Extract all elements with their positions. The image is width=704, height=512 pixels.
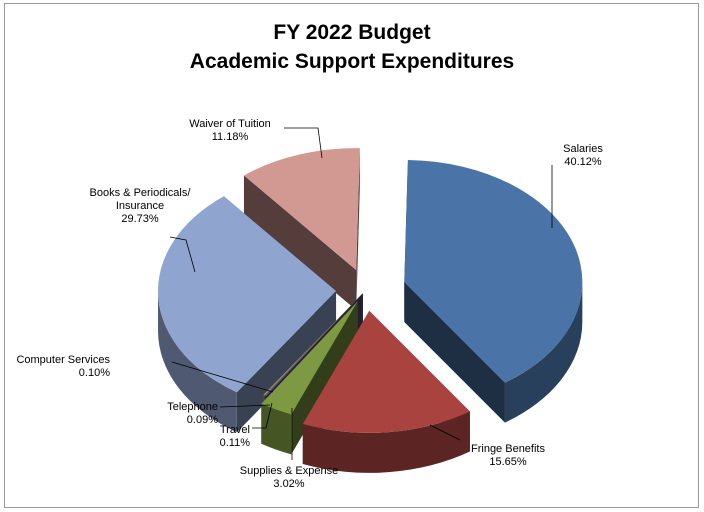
pie-slice	[263, 293, 363, 396]
pie-slice	[158, 196, 337, 393]
leader-line	[171, 361, 274, 393]
pie-slice	[265, 293, 363, 397]
slice-label: Fringe Benefits	[471, 443, 545, 455]
pie-slice	[261, 301, 358, 415]
leader-line	[284, 127, 323, 159]
pie-slice	[243, 148, 360, 271]
pie-slice-wall	[243, 175, 357, 311]
slice-value-label: 0.10%	[79, 367, 110, 379]
slice-label: Books & Periodicals/	[90, 187, 192, 199]
pie-slice-side	[158, 290, 237, 433]
pie-slice-side	[302, 411, 470, 473]
chart-title-block: FY 2022 Budget Academic Support Expendit…	[0, 18, 704, 76]
chart-subtitle: Academic Support Expenditures	[189, 50, 515, 73]
leader-line	[169, 236, 196, 273]
pie-slice-wall	[236, 290, 337, 433]
slice-value-label: 40.12%	[564, 156, 602, 168]
slice-value-label: 29.73%	[121, 213, 159, 225]
slice-label: Travel	[220, 424, 250, 436]
slice-value-label: 11.18%	[212, 131, 249, 143]
leader-line	[429, 424, 461, 441]
pie-slice	[302, 310, 470, 433]
slice-value-label: 3.02%	[273, 478, 304, 490]
slice-value-label: 0.09%	[187, 414, 218, 426]
pie-slice-side	[504, 281, 583, 423]
slice-label: Insurance	[116, 200, 164, 212]
slice-label: Telephone	[167, 401, 218, 413]
pie-slice-wall	[404, 281, 505, 423]
slice-label: Waiver of Tuition	[189, 118, 271, 130]
slice-label: Salaries	[563, 143, 603, 155]
leader-line	[219, 404, 271, 408]
pie-tops	[158, 148, 583, 433]
leader-line	[252, 402, 273, 429]
slice-value-label: 0.11%	[220, 437, 251, 449]
slice-label: Computer Services	[16, 354, 110, 366]
pie-slice	[264, 293, 363, 396]
slice-value-label: 15.65%	[489, 456, 527, 468]
chart-title: FY 2022 Budget	[273, 21, 431, 44]
pie-slice	[404, 160, 583, 383]
pie-slice-wall	[356, 148, 360, 311]
slice-label: Supplies & Expense	[240, 465, 338, 477]
